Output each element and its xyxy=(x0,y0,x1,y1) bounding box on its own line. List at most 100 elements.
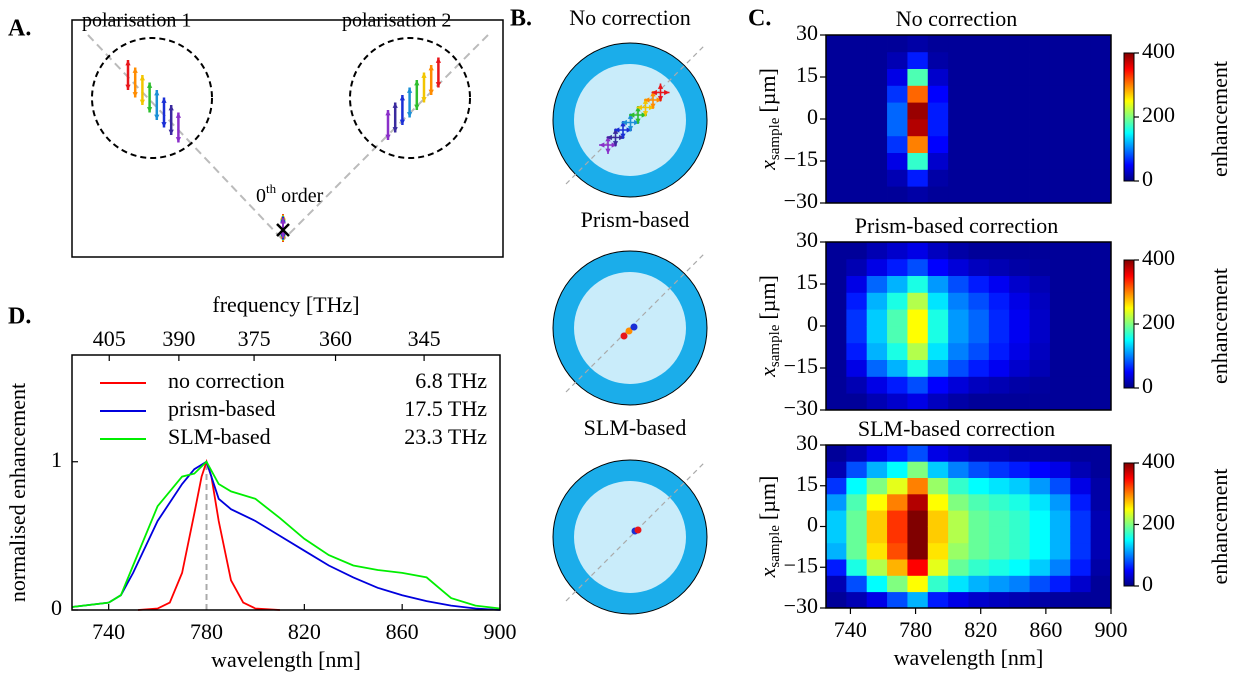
heatmap-cell xyxy=(846,461,868,478)
heatmap-cell xyxy=(1009,186,1030,204)
heatmap-cell xyxy=(846,152,868,170)
heatmap-cell xyxy=(887,326,908,344)
arrow-head xyxy=(626,127,632,133)
heatmap-cell xyxy=(1090,258,1112,276)
heatmap-cell xyxy=(846,292,868,310)
heatmap-cell xyxy=(1090,35,1112,53)
heatmap-cell xyxy=(948,326,969,344)
heatmap-cell xyxy=(988,51,1010,69)
heatmap-cell xyxy=(927,119,949,137)
heatmap-cell xyxy=(1070,510,1092,527)
heatmap-cell xyxy=(907,51,929,69)
heatmap-cell xyxy=(968,309,990,327)
arrow-head xyxy=(154,114,160,120)
arrow-head xyxy=(421,97,427,103)
heatmap-cell xyxy=(1090,242,1112,260)
arrow-head xyxy=(612,141,619,147)
heatmap-cell xyxy=(927,68,949,86)
pupil-spot xyxy=(630,323,638,331)
heatmap-cell xyxy=(1009,477,1030,495)
heatmap-cell xyxy=(826,51,847,69)
heatmap-cell xyxy=(1009,68,1030,86)
heatmap-cell xyxy=(948,393,969,411)
heatmap-cell xyxy=(887,309,908,327)
heatmap-cell xyxy=(1070,258,1092,276)
y-tick-label: −30 xyxy=(784,593,818,618)
heatmap-cell xyxy=(887,510,908,527)
heatmap-cell xyxy=(1090,493,1112,511)
heatmap-cell xyxy=(927,510,949,527)
y-tick-label: 15 xyxy=(796,471,818,496)
heatmap-cell xyxy=(988,559,1010,576)
heatmap-cell xyxy=(907,186,929,204)
heatmap-cell xyxy=(866,85,888,103)
heatmap-cell xyxy=(988,242,1010,260)
heatmap-cell xyxy=(948,575,969,593)
heatmap-cell xyxy=(968,393,990,411)
heatmap-cell xyxy=(927,326,949,344)
heatmap-cell xyxy=(988,68,1010,86)
colorbar-tick-label: 200 xyxy=(1142,510,1175,535)
heatmap-cell xyxy=(907,493,929,511)
heatmap-cell xyxy=(1090,542,1112,560)
heatmap-cell xyxy=(948,258,969,276)
heatmap-cell xyxy=(1049,186,1071,204)
heatmap-cell xyxy=(866,275,888,293)
colorbar-tick-label: 200 xyxy=(1142,102,1175,127)
heatmap-cell xyxy=(826,309,847,327)
heatmap-cell xyxy=(866,526,888,544)
heatmap-cell xyxy=(887,493,908,511)
x-axis-label: wavelength [nm] xyxy=(894,645,1044,670)
arrow-head xyxy=(428,65,434,71)
heatmap-cell xyxy=(866,393,888,411)
heatmap-cell xyxy=(1029,510,1051,527)
heatmap-cell xyxy=(1070,152,1092,170)
heatmap-cell xyxy=(927,359,949,377)
heatmap-cell xyxy=(826,68,847,86)
heatmap-cell xyxy=(1049,275,1071,293)
heatmap-cell xyxy=(866,559,888,576)
heatmap-cell xyxy=(1070,85,1092,103)
arrow-head xyxy=(435,82,442,88)
heatmap-cell xyxy=(1070,526,1092,544)
heatmap-cell xyxy=(907,393,929,411)
heatmap-cell xyxy=(887,591,908,609)
heatmap-cell xyxy=(887,275,908,293)
heatmap-cell xyxy=(826,102,847,120)
heatmap-cell xyxy=(907,292,929,310)
series-line xyxy=(71,460,501,611)
heatmap-cell xyxy=(1049,342,1071,360)
heatmap-cell xyxy=(1009,292,1030,310)
heatmap-cell xyxy=(1029,526,1051,544)
x-axis-label: wavelength [nm] xyxy=(211,647,361,672)
heatmap-cell xyxy=(1029,445,1051,462)
heatmap-cell xyxy=(1090,526,1112,544)
arrow-head xyxy=(280,218,286,224)
diagram-a: polarisation 1 polarisation 2 0th order xyxy=(71,10,504,258)
heatmap-cell xyxy=(927,258,949,276)
heatmap-cell xyxy=(907,445,929,462)
heatmap-cell xyxy=(887,575,908,593)
y-tick-label: 0 xyxy=(807,104,818,129)
arrow-head xyxy=(619,134,625,141)
heatmap-cell xyxy=(826,526,847,544)
arrow-head xyxy=(168,129,174,135)
spot-circle xyxy=(349,37,471,159)
heatmap-cell xyxy=(1049,85,1071,103)
heatmap-cell xyxy=(1070,51,1092,69)
legend-bandwidth: 23.3 THz xyxy=(404,424,487,449)
heatmap-cell xyxy=(1049,510,1071,527)
heatmap-cell xyxy=(1029,242,1051,260)
series-line xyxy=(137,458,280,611)
heatmap-cell xyxy=(1049,135,1071,153)
arrow-head xyxy=(421,72,427,78)
heatmap-cell xyxy=(927,575,949,593)
heatmap-cell xyxy=(1049,393,1071,411)
heatmap-cell xyxy=(988,135,1010,153)
heatmap-cell xyxy=(1049,152,1071,170)
y-tick-label: −30 xyxy=(784,395,818,420)
heatmap-cell xyxy=(1009,51,1030,69)
diagram-b: No correction Prism-based SLM-based xyxy=(569,5,691,440)
heatmap-cell xyxy=(887,526,908,544)
heatmap-cell xyxy=(1009,376,1030,394)
